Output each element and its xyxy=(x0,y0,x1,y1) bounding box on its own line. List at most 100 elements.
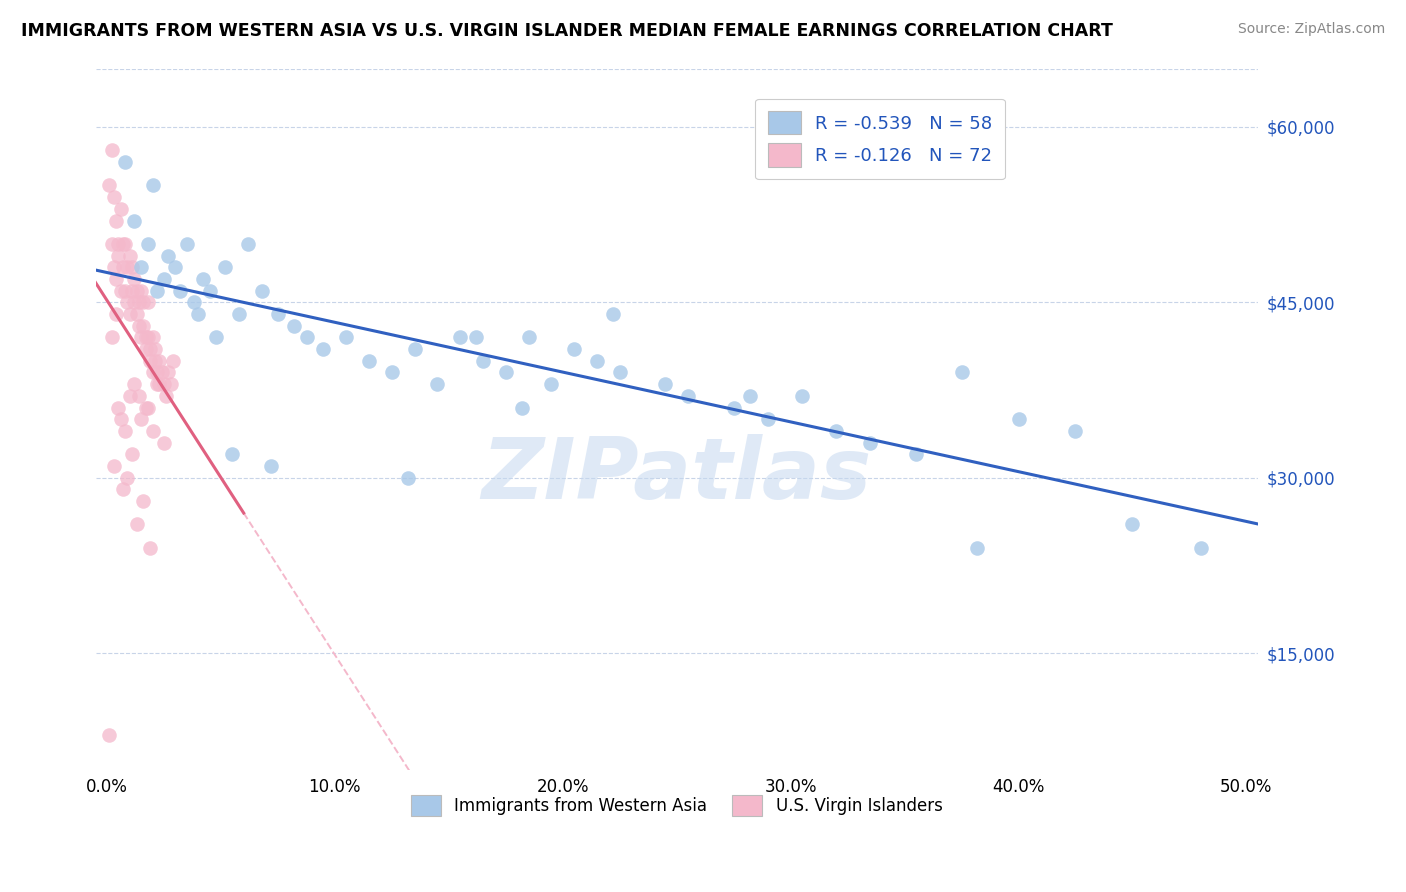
Point xyxy=(756,412,779,426)
Point xyxy=(738,389,761,403)
Point xyxy=(155,389,177,403)
Point xyxy=(125,307,148,321)
Point xyxy=(121,260,143,275)
Point xyxy=(162,353,184,368)
Point xyxy=(157,366,180,380)
Point xyxy=(111,260,134,275)
Point xyxy=(111,483,134,497)
Point xyxy=(132,494,155,508)
Point xyxy=(676,389,699,403)
Point xyxy=(129,330,152,344)
Point xyxy=(187,307,209,321)
Point xyxy=(602,307,624,321)
Point xyxy=(105,272,128,286)
Point xyxy=(124,295,146,310)
Point xyxy=(214,260,236,275)
Point xyxy=(859,435,882,450)
Point xyxy=(100,236,122,251)
Point xyxy=(297,330,319,344)
Point xyxy=(146,366,169,380)
Point xyxy=(121,447,143,461)
Point xyxy=(904,447,927,461)
Point xyxy=(107,401,129,415)
Point xyxy=(136,330,159,344)
Point xyxy=(540,377,562,392)
Point xyxy=(114,424,136,438)
Point xyxy=(105,307,128,321)
Point xyxy=(129,284,152,298)
Point xyxy=(357,353,380,368)
Point xyxy=(118,307,141,321)
Point xyxy=(267,307,290,321)
Point xyxy=(107,249,129,263)
Point xyxy=(426,377,449,392)
Point xyxy=(125,517,148,532)
Point xyxy=(146,284,169,298)
Point xyxy=(169,284,191,298)
Point xyxy=(510,401,533,415)
Point xyxy=(148,353,170,368)
Point xyxy=(103,458,125,473)
Point xyxy=(146,377,169,392)
Point xyxy=(449,330,471,344)
Point xyxy=(129,260,152,275)
Point xyxy=(118,389,141,403)
Point xyxy=(183,295,205,310)
Point xyxy=(562,342,585,356)
Point xyxy=(165,260,187,275)
Point xyxy=(132,318,155,333)
Point xyxy=(404,342,426,356)
Point xyxy=(191,272,214,286)
Point xyxy=(205,330,228,344)
Point xyxy=(143,353,166,368)
Point xyxy=(132,295,155,310)
Point xyxy=(1007,412,1029,426)
Point xyxy=(1121,517,1143,532)
Point xyxy=(153,272,176,286)
Point xyxy=(135,401,157,415)
Point xyxy=(250,284,273,298)
Point xyxy=(283,318,305,333)
Point xyxy=(139,342,162,356)
Point xyxy=(117,260,139,275)
Point xyxy=(135,342,157,356)
Point xyxy=(136,401,159,415)
Point xyxy=(153,435,176,450)
Point xyxy=(98,178,121,193)
Point xyxy=(141,424,163,438)
Point xyxy=(238,236,260,251)
Point xyxy=(1189,541,1212,555)
Point xyxy=(128,318,150,333)
Point xyxy=(111,236,134,251)
Point xyxy=(124,272,146,286)
Point xyxy=(117,471,139,485)
Point xyxy=(150,366,173,380)
Point xyxy=(107,236,129,251)
Text: Source: ZipAtlas.com: Source: ZipAtlas.com xyxy=(1237,22,1385,37)
Point xyxy=(950,366,973,380)
Point xyxy=(141,366,163,380)
Point xyxy=(654,377,676,392)
Point xyxy=(121,284,143,298)
Point xyxy=(148,377,170,392)
Text: IMMIGRANTS FROM WESTERN ASIA VS U.S. VIRGIN ISLANDER MEDIAN FEMALE EARNINGS CORR: IMMIGRANTS FROM WESTERN ASIA VS U.S. VIR… xyxy=(21,22,1114,40)
Point xyxy=(100,330,122,344)
Point xyxy=(129,412,152,426)
Point xyxy=(136,236,159,251)
Point xyxy=(125,284,148,298)
Point xyxy=(495,366,517,380)
Point xyxy=(103,260,125,275)
Point xyxy=(139,541,162,555)
Point xyxy=(110,202,132,216)
Point xyxy=(966,541,988,555)
Point xyxy=(396,471,419,485)
Point xyxy=(221,447,243,461)
Point xyxy=(723,401,745,415)
Point xyxy=(143,342,166,356)
Point xyxy=(472,353,495,368)
Point xyxy=(114,236,136,251)
Point xyxy=(135,330,157,344)
Point xyxy=(176,236,198,251)
Point xyxy=(139,353,162,368)
Point xyxy=(153,377,176,392)
